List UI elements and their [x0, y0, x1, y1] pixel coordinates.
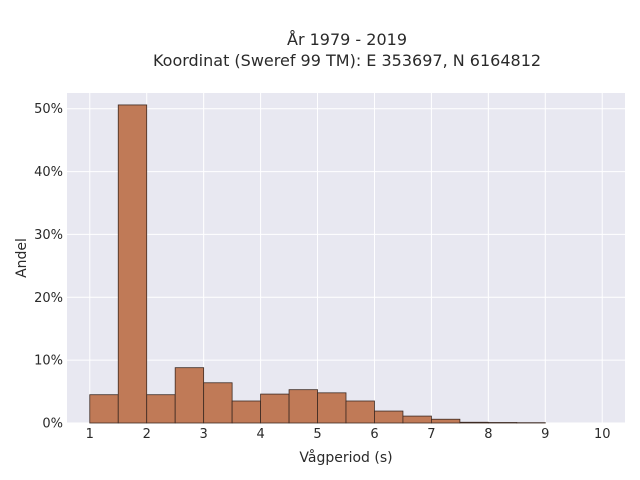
y-tick-label-3: 30% — [34, 228, 63, 243]
x-tick-label-2: 3 — [200, 427, 208, 442]
histogram-bar-6 — [260, 393, 290, 424]
x-axis-label: Vågperiod (s) — [299, 449, 392, 466]
y-axis-label: Andel — [14, 238, 30, 278]
bars — [89, 104, 546, 424]
histogram-bar-1 — [117, 104, 148, 424]
histogram-bar-8 — [317, 392, 347, 424]
histogram-bar-12 — [431, 418, 461, 424]
y-tick-label-4: 40% — [34, 165, 63, 180]
chart-title-line-2: Koordinat (Sweref 99 TM): E 353697, N 61… — [153, 51, 541, 70]
y-tick-label-5: 50% — [34, 102, 63, 117]
histogram-bar-7 — [288, 389, 318, 424]
x-tick-label-0: 1 — [86, 427, 94, 442]
y-tick-label-2: 20% — [34, 291, 63, 306]
histogram-bar-11 — [402, 415, 432, 424]
x-tick-label-6: 7 — [427, 427, 435, 442]
histogram-bar-5 — [231, 400, 261, 424]
x-tick-label-8: 9 — [541, 427, 549, 442]
x-tick-label-7: 8 — [484, 427, 492, 442]
x-tick-label-5: 6 — [370, 427, 378, 442]
histogram-bar-3 — [174, 367, 205, 424]
y-tick-label-1: 10% — [34, 354, 63, 369]
x-tick-label-3: 4 — [256, 427, 264, 442]
x-tick-label-4: 5 — [313, 427, 321, 442]
y-axis-ticks: 0% 10% 20% 30% 40% 50% — [34, 102, 63, 431]
histogram-bar-10 — [374, 410, 404, 424]
histogram-bar-0 — [89, 394, 119, 424]
x-tick-label-9: 10 — [594, 427, 611, 442]
histogram-bar-2 — [146, 394, 176, 424]
histogram-bar-14 — [487, 422, 518, 424]
histogram-bar-4 — [203, 382, 233, 424]
chart-title-line-1: År 1979 - 2019 — [287, 30, 407, 49]
plot-area — [67, 93, 625, 423]
x-axis-ticks: 1 2 3 4 5 6 7 8 9 10 — [86, 427, 611, 442]
histogram-bar-13 — [459, 421, 489, 424]
histogram-bar-9 — [345, 400, 375, 424]
y-tick-label-0: 0% — [42, 417, 63, 432]
x-tick-label-1: 2 — [143, 427, 151, 442]
